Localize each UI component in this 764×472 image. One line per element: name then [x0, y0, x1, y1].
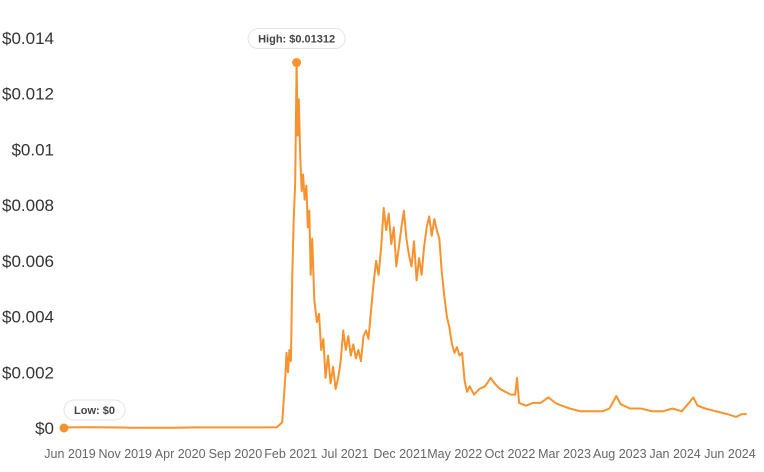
high-annotation: High: $0.01312	[247, 28, 346, 50]
low-annotation: Low: $0	[63, 399, 126, 421]
x-tick-label: Dec 2021	[373, 447, 427, 461]
x-tick-label: Jan 2024	[649, 447, 700, 461]
x-tick-label: Nov 2019	[99, 447, 153, 461]
x-tick-label: Jun 2019	[44, 447, 95, 461]
x-tick-label: May 2022	[427, 447, 482, 461]
annotation-label: High: $0.01312	[258, 34, 335, 46]
x-tick-label: Oct 2022	[485, 447, 536, 461]
y-tick-label: $0.002	[2, 363, 54, 382]
y-tick-label: $0.012	[2, 85, 54, 104]
x-tick-label: Apr 2020	[155, 447, 206, 461]
low-point-marker	[59, 423, 69, 433]
y-axis: $0 $0.002 $0.004 $0.006 $0.008 $0.01 $0.012 $0.…	[2, 29, 54, 438]
y-tick-label: $0.014	[2, 29, 54, 48]
annotations: High: $0.01312 Low: $0	[59, 28, 346, 433]
price-series-line	[63, 61, 747, 429]
x-tick-label: Sep 2020	[209, 447, 263, 461]
y-tick-label: $0.004	[2, 308, 54, 327]
annotation-box	[247, 28, 346, 50]
x-tick-label: Jun 2024	[704, 447, 755, 461]
x-tick-label: Aug 2023	[593, 447, 647, 461]
annotation-box	[63, 399, 126, 421]
y-tick-label: $0.006	[2, 252, 54, 271]
y-tick-label: $0.008	[2, 196, 54, 215]
x-tick-label: Jul 2021	[321, 447, 368, 461]
y-tick-label: $0.01	[11, 140, 54, 159]
annotation-label: Low: $0	[74, 405, 115, 417]
y-tick-label: $0	[35, 419, 54, 438]
x-axis: Jun 2019 Nov 2019 Apr 2020 Sep 2020 Feb 2021…	[44, 447, 755, 461]
high-point-marker	[292, 58, 302, 68]
x-tick-label: Mar 2023	[538, 447, 591, 461]
x-tick-label: Feb 2021	[264, 447, 317, 461]
